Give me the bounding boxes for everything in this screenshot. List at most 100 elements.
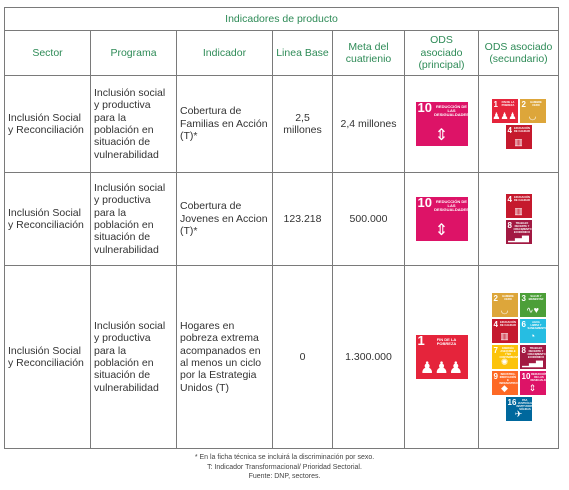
ods-label: ENERGÍA ASEQUIBLE Y NO CONTAMINANTE bbox=[499, 347, 518, 359]
header-meta: Meta del cuatrienio bbox=[332, 30, 405, 76]
cell-indicador: Cobertura de Familias en Acción (T)* bbox=[176, 75, 273, 173]
ods-number: 4 bbox=[507, 195, 512, 204]
ods-number: 1 bbox=[417, 335, 425, 348]
ods-label: REDUCCIÓN DE LAS DESIGUALDADES bbox=[434, 199, 468, 212]
cell-sector: Inclusión Social y Reconciliación bbox=[4, 172, 91, 266]
cell-linea-base: 123.218 bbox=[272, 172, 333, 266]
ods-number: 8 bbox=[521, 346, 526, 355]
ods-number: 4 bbox=[493, 320, 498, 329]
sun-icon: ✺ bbox=[500, 356, 509, 367]
table-row: Inclusión Social y Reconciliación Inclus… bbox=[4, 172, 560, 266]
ods-2-tile: 2 HAMBRE CERO ◡ bbox=[519, 99, 546, 123]
ods-4-tile: 4 EDUCACIÓN DE CALIDAD ▥ bbox=[505, 125, 532, 149]
ods-number: 2 bbox=[521, 100, 526, 109]
ods-label: PAZ, JUSTICIA E INSTITUCIONES SÓLIDAS bbox=[516, 399, 532, 411]
ods-label: HAMBRE CERO bbox=[530, 101, 542, 107]
header-programa: Programa bbox=[90, 30, 177, 76]
book-icon: ▥ bbox=[514, 136, 523, 147]
water-icon: ◔ bbox=[529, 330, 536, 341]
ods-4-tile: 4 EDUCACIÓN DE CALIDAD ▥ bbox=[505, 194, 532, 218]
cell-programa: Inclusión social y productiva para la po… bbox=[90, 75, 177, 173]
cell-ods-secundario: 2 HAMBRE CERO ◡ 3 SALUD Y BIENESTAR ∿♥ 4 EDUCAC… bbox=[477, 265, 560, 449]
header-linea-base: Linea Base bbox=[272, 30, 333, 76]
cell-programa: Inclusión social y productiva para la po… bbox=[90, 172, 177, 266]
ods-number: 4 bbox=[507, 126, 512, 135]
ods-3-tile: 3 SALUD Y BIENESTAR ∿♥ bbox=[519, 293, 546, 317]
ods-4-tile: 4 EDUCACIÓN DE CALIDAD ▥ bbox=[491, 319, 518, 343]
ods-label: HAMBRE CERO bbox=[502, 295, 514, 301]
ods-number: 2 bbox=[493, 294, 498, 303]
equality-icon: ⇕ bbox=[434, 126, 449, 144]
header-indicador: Indicador bbox=[176, 30, 273, 76]
header-sector: Sector bbox=[4, 30, 91, 76]
ods-label: INDUSTRIA, INNOVACIÓN E INFRAESTRUCTURA bbox=[499, 373, 518, 385]
ods-label: EDUCACIÓN DE CALIDAD bbox=[500, 321, 516, 327]
indicadores-table: Indicadores de producto Sector Programa … bbox=[3, 7, 560, 449]
book-icon: ▥ bbox=[500, 330, 509, 341]
ods-number: 10 bbox=[417, 197, 432, 210]
footnotes: * En la ficha técnica se incluirá la dis… bbox=[0, 453, 569, 482]
cell-meta: 2,4 millones bbox=[332, 75, 405, 173]
ods-number: 8 bbox=[507, 221, 512, 230]
cell-linea-base: 0 bbox=[272, 265, 333, 449]
ods-label: TRABAJO DECENTE Y CRECIMIENTO ECONÓMICO bbox=[527, 347, 546, 359]
cell-sector: Inclusión Social y Reconciliación bbox=[4, 265, 91, 449]
footnote-transformacional: T: Indicador Transformacional/ Prioridad… bbox=[207, 463, 362, 471]
ods-label: FIN DE LA POBREZA bbox=[436, 337, 457, 346]
ods-label: REDUCCIÓN DE LAS DESIGUALDADES bbox=[530, 373, 546, 382]
book-icon: ▥ bbox=[514, 205, 523, 216]
bowl-icon: ◡ bbox=[528, 110, 537, 121]
ods-1-tile: 1 FIN DE LA POBREZA ♟♟♟ bbox=[415, 335, 468, 379]
cell-ods-principal: 10 REDUCCIÓN DE LAS DESIGUALDADES ⇕ bbox=[404, 75, 479, 173]
equality-icon: ⇕ bbox=[528, 382, 537, 393]
ods-label: EDUCACIÓN DE CALIDAD bbox=[514, 196, 530, 202]
ods-label: EDUCACIÓN DE CALIDAD bbox=[514, 127, 530, 133]
table-row: Inclusión Social y Reconciliación Inclus… bbox=[4, 265, 560, 449]
ods-6-tile: 6 AGUA LIMPIA Y SANEAMIENTO ◔ bbox=[519, 319, 546, 343]
cell-ods-principal: 1 FIN DE LA POBREZA ♟♟♟ bbox=[404, 265, 479, 449]
growth-icon: ▁▃▅ bbox=[522, 356, 543, 367]
cell-meta: 1.300.000 bbox=[332, 265, 405, 449]
ods-label: SALUD Y BIENESTAR bbox=[528, 295, 544, 301]
cell-sector: Inclusión Social y Reconciliación bbox=[4, 75, 91, 173]
ods-label: FIN DE LA POBREZA bbox=[501, 101, 515, 107]
ods-number: 10 bbox=[521, 372, 531, 381]
footnote-sexo: * En la ficha técnica se incluirá la dis… bbox=[194, 454, 375, 461]
ods-number: 6 bbox=[521, 320, 526, 329]
ods-number: 1 bbox=[493, 100, 498, 109]
table-title: Indicadores de producto bbox=[3, 7, 560, 31]
cell-ods-secundario: 1 FIN DE LA POBREZA ♟♟♟ 2 HAMBRE CERO ◡ 4 EDUCA… bbox=[477, 75, 560, 173]
header-ods-secundario: ODS asociado (secundario) bbox=[477, 30, 560, 76]
ods-label: AGUA LIMPIA Y SANEAMIENTO bbox=[527, 321, 546, 330]
growth-icon: ▁▃▅ bbox=[508, 231, 529, 242]
ods-number: 10 bbox=[417, 102, 432, 115]
header-ods-principal: ODS asociado (principal) bbox=[404, 30, 479, 76]
cell-indicador: Hogares en pobreza extrema acompanados e… bbox=[176, 265, 273, 449]
ods-8-tile: 8 TRABAJO DECENTE Y CRECIMIENTO ECONÓMICO… bbox=[519, 345, 546, 369]
ods-number: 9 bbox=[493, 372, 498, 381]
cell-linea-base: 2,5 millones bbox=[272, 75, 333, 173]
cell-ods-secundario: 4 EDUCACIÓN DE CALIDAD ▥ 8 TRABAJO DECENTE Y… bbox=[477, 172, 560, 266]
cubes-icon: ◆ bbox=[501, 382, 508, 393]
cell-programa: Inclusión social y productiva para la po… bbox=[90, 265, 177, 449]
ods-number: 7 bbox=[493, 346, 498, 355]
table-row: Inclusión Social y Reconciliación Inclus… bbox=[4, 75, 560, 173]
ods-1-tile: 1 FIN DE LA POBREZA ♟♟♟ bbox=[491, 99, 518, 123]
cell-indicador: Cobertura de Jovenes en Accion (T)* bbox=[176, 172, 273, 266]
ods-number: 3 bbox=[521, 294, 526, 303]
bowl-icon: ◡ bbox=[500, 304, 509, 315]
ods-2-tile: 2 HAMBRE CERO ◡ bbox=[491, 293, 518, 317]
heartbeat-icon: ∿♥ bbox=[526, 304, 539, 315]
ods-label: REDUCCIÓN DE LAS DESIGUALDADES bbox=[434, 104, 468, 117]
equality-icon: ⇕ bbox=[434, 221, 449, 239]
ods-number: 16 bbox=[507, 398, 517, 407]
ods-8-tile: 8 TRABAJO DECENTE Y CRECIMIENTO ECONÓMICO… bbox=[505, 220, 532, 244]
dove-icon: ✈ bbox=[514, 408, 523, 419]
cell-ods-principal: 10 REDUCCIÓN DE LAS DESIGUALDADES ⇕ bbox=[404, 172, 479, 266]
